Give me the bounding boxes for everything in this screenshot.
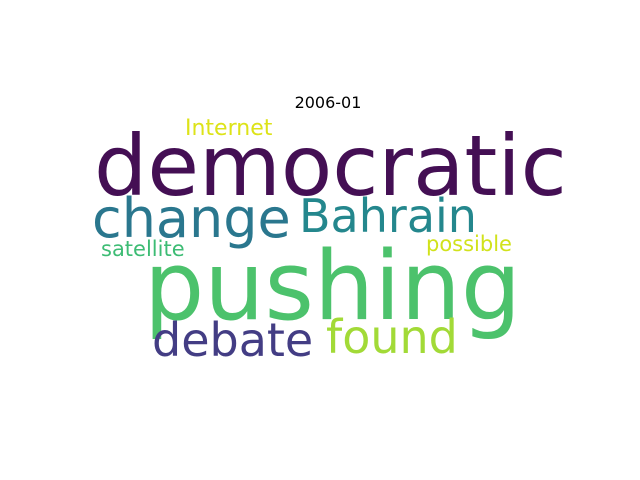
word-democratic: democratic [94,117,567,215]
word-possible: possible [426,232,512,256]
word-satellite: satellite [101,237,185,261]
word-change: change [92,187,291,250]
word-found: found [326,310,458,364]
word-pushing: pushing [144,232,522,342]
word-debate: debate [152,313,314,367]
word-cloud: democratic pushing change Bahrain debate… [80,116,576,364]
word-bahrain: Bahrain [299,189,477,243]
word-internet: Internet [185,116,273,141]
figure-title: 2006-01 [294,93,362,112]
